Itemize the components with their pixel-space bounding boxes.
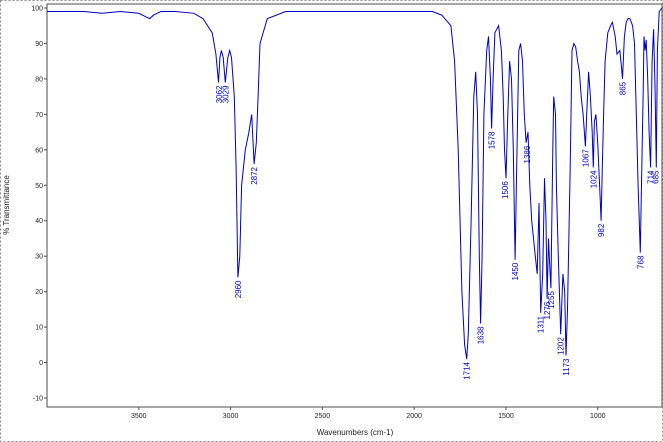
y-axis: -10 0 10 20 30 40 50 60 70 80 90 100: [31, 6, 47, 403]
y-tick-label: 60: [35, 147, 43, 154]
peak-label: 714: [646, 170, 655, 184]
x-tick-label: 2500: [315, 413, 331, 420]
x-tick-label: 2000: [406, 413, 422, 420]
peak-label: 1024: [589, 170, 598, 188]
peak-label: 1578: [488, 131, 497, 149]
y-tick-label: 20: [35, 289, 43, 296]
spectrum-series-line: [47, 7, 663, 360]
peak-label: 1386: [523, 145, 532, 163]
x-axis-title: Wavenumbers (cm-1): [317, 428, 394, 437]
x-tick-label: 3500: [131, 413, 147, 420]
peak-label: 3062: [215, 85, 224, 103]
peak-label: 1255: [547, 291, 556, 309]
y-axis-title: % Transmittance: [2, 175, 11, 235]
peak-label: 1714: [463, 361, 472, 379]
y-tick-label: 40: [35, 218, 43, 225]
y-tick-label: -10: [33, 396, 43, 403]
peak-label: 1173: [562, 358, 571, 376]
y-tick-label: 100: [31, 6, 43, 13]
y-tick-label: 80: [35, 76, 43, 83]
peak-label: 1506: [501, 181, 510, 199]
plot-area: [46, 3, 663, 408]
peak-label: 2872: [250, 166, 259, 184]
peak-label: 1067: [581, 149, 590, 167]
y-tick-label: 70: [35, 112, 43, 119]
y-tick-label: 10: [35, 325, 43, 332]
x-axis: 3500 3000 2500 2000 1500 1000: [131, 407, 606, 420]
peak-label: 865: [619, 81, 628, 95]
x-tick-label: 1500: [498, 413, 514, 420]
peak-label: 768: [636, 255, 645, 269]
peak-label: 1311: [537, 315, 546, 333]
peak-label: 685: [652, 170, 661, 184]
peak-label: 982: [597, 223, 606, 237]
peak-label: 1638: [477, 326, 486, 344]
peak-label: 2960: [234, 280, 243, 298]
y-tick-label: 50: [35, 183, 43, 190]
peak-label: 1450: [511, 262, 520, 280]
y-tick-label: 90: [35, 41, 43, 48]
peak-label: 1202: [557, 337, 566, 355]
y-tick-label: 30: [35, 254, 43, 261]
x-tick-label: 3000: [223, 413, 239, 420]
x-tick-label: 1000: [590, 413, 606, 420]
peak-label: 3029: [221, 85, 230, 103]
y-tick-label: 0: [39, 360, 43, 367]
peak-label: 1276: [543, 301, 552, 319]
